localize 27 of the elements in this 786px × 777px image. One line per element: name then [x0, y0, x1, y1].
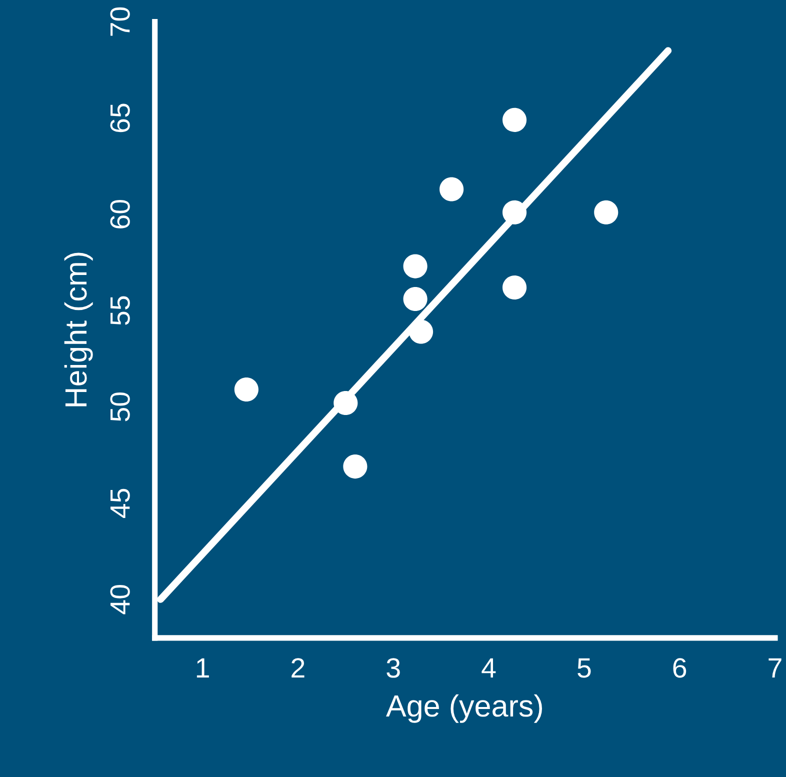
point — [502, 200, 527, 224]
x-tick-label: 1 — [196, 658, 209, 678]
y-tick-label: 60 — [110, 200, 130, 228]
point — [594, 200, 618, 224]
point — [403, 287, 428, 312]
point — [403, 254, 428, 278]
y-tick-label: 50 — [110, 392, 130, 422]
x-tick-label: 6 — [673, 658, 686, 678]
x-tick-label: 3 — [386, 658, 400, 678]
x-tick-label: 4 — [482, 658, 496, 678]
point — [440, 177, 464, 202]
point — [334, 390, 358, 416]
point — [343, 454, 368, 479]
y-tick-label: 65 — [110, 104, 130, 132]
x-tick-label: 2 — [292, 658, 304, 678]
point — [409, 320, 434, 344]
y-tick-label: 45 — [110, 488, 130, 518]
point — [234, 378, 258, 402]
x-axis-title: Age (years) — [386, 694, 542, 723]
point — [502, 108, 527, 132]
y-tick-label: 55 — [110, 296, 130, 325]
x-tick-label: 5 — [578, 658, 591, 678]
y-tick-label: 70 — [110, 7, 130, 36]
y-axis-title: Height (cm) — [64, 252, 93, 406]
y-tick-label: 40 — [110, 585, 130, 614]
point — [502, 275, 527, 300]
x-tick-label: 7 — [768, 658, 782, 678]
